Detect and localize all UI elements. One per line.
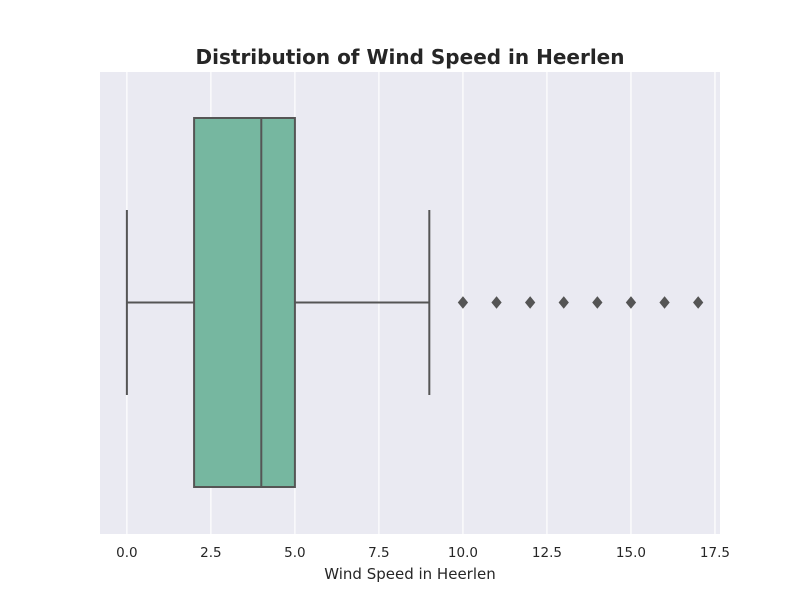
x-tick-label: 10.0	[448, 545, 478, 561]
x-tick-label: 12.5	[532, 545, 562, 561]
x-tick-label: 2.5	[200, 545, 221, 561]
x-tick-label: 5.0	[284, 545, 305, 561]
x-axis-ticks: 0.0 2.5 5.0 7.5 10.0 12.5 15.0 17.5	[116, 545, 730, 561]
iqr-box	[193, 117, 296, 488]
outlier-point	[693, 296, 704, 309]
x-tick-label: 17.5	[700, 545, 730, 561]
x-tick-label: 7.5	[368, 545, 389, 561]
x-tick-label: 0.0	[116, 545, 137, 561]
outlier-point	[524, 296, 536, 309]
x-axis-label: Wind Speed in Heerlen	[324, 565, 496, 583]
outlier-point	[457, 296, 469, 309]
chart-title: Distribution of Wind Speed in Heerlen	[196, 45, 625, 69]
outlier-point	[558, 296, 569, 309]
outlier-point	[659, 296, 670, 309]
x-tick-label: 15.0	[616, 545, 646, 561]
outlier-point	[625, 296, 637, 309]
outlier-point	[592, 296, 603, 309]
box-group	[125, 117, 704, 488]
outlier-point	[491, 296, 502, 309]
